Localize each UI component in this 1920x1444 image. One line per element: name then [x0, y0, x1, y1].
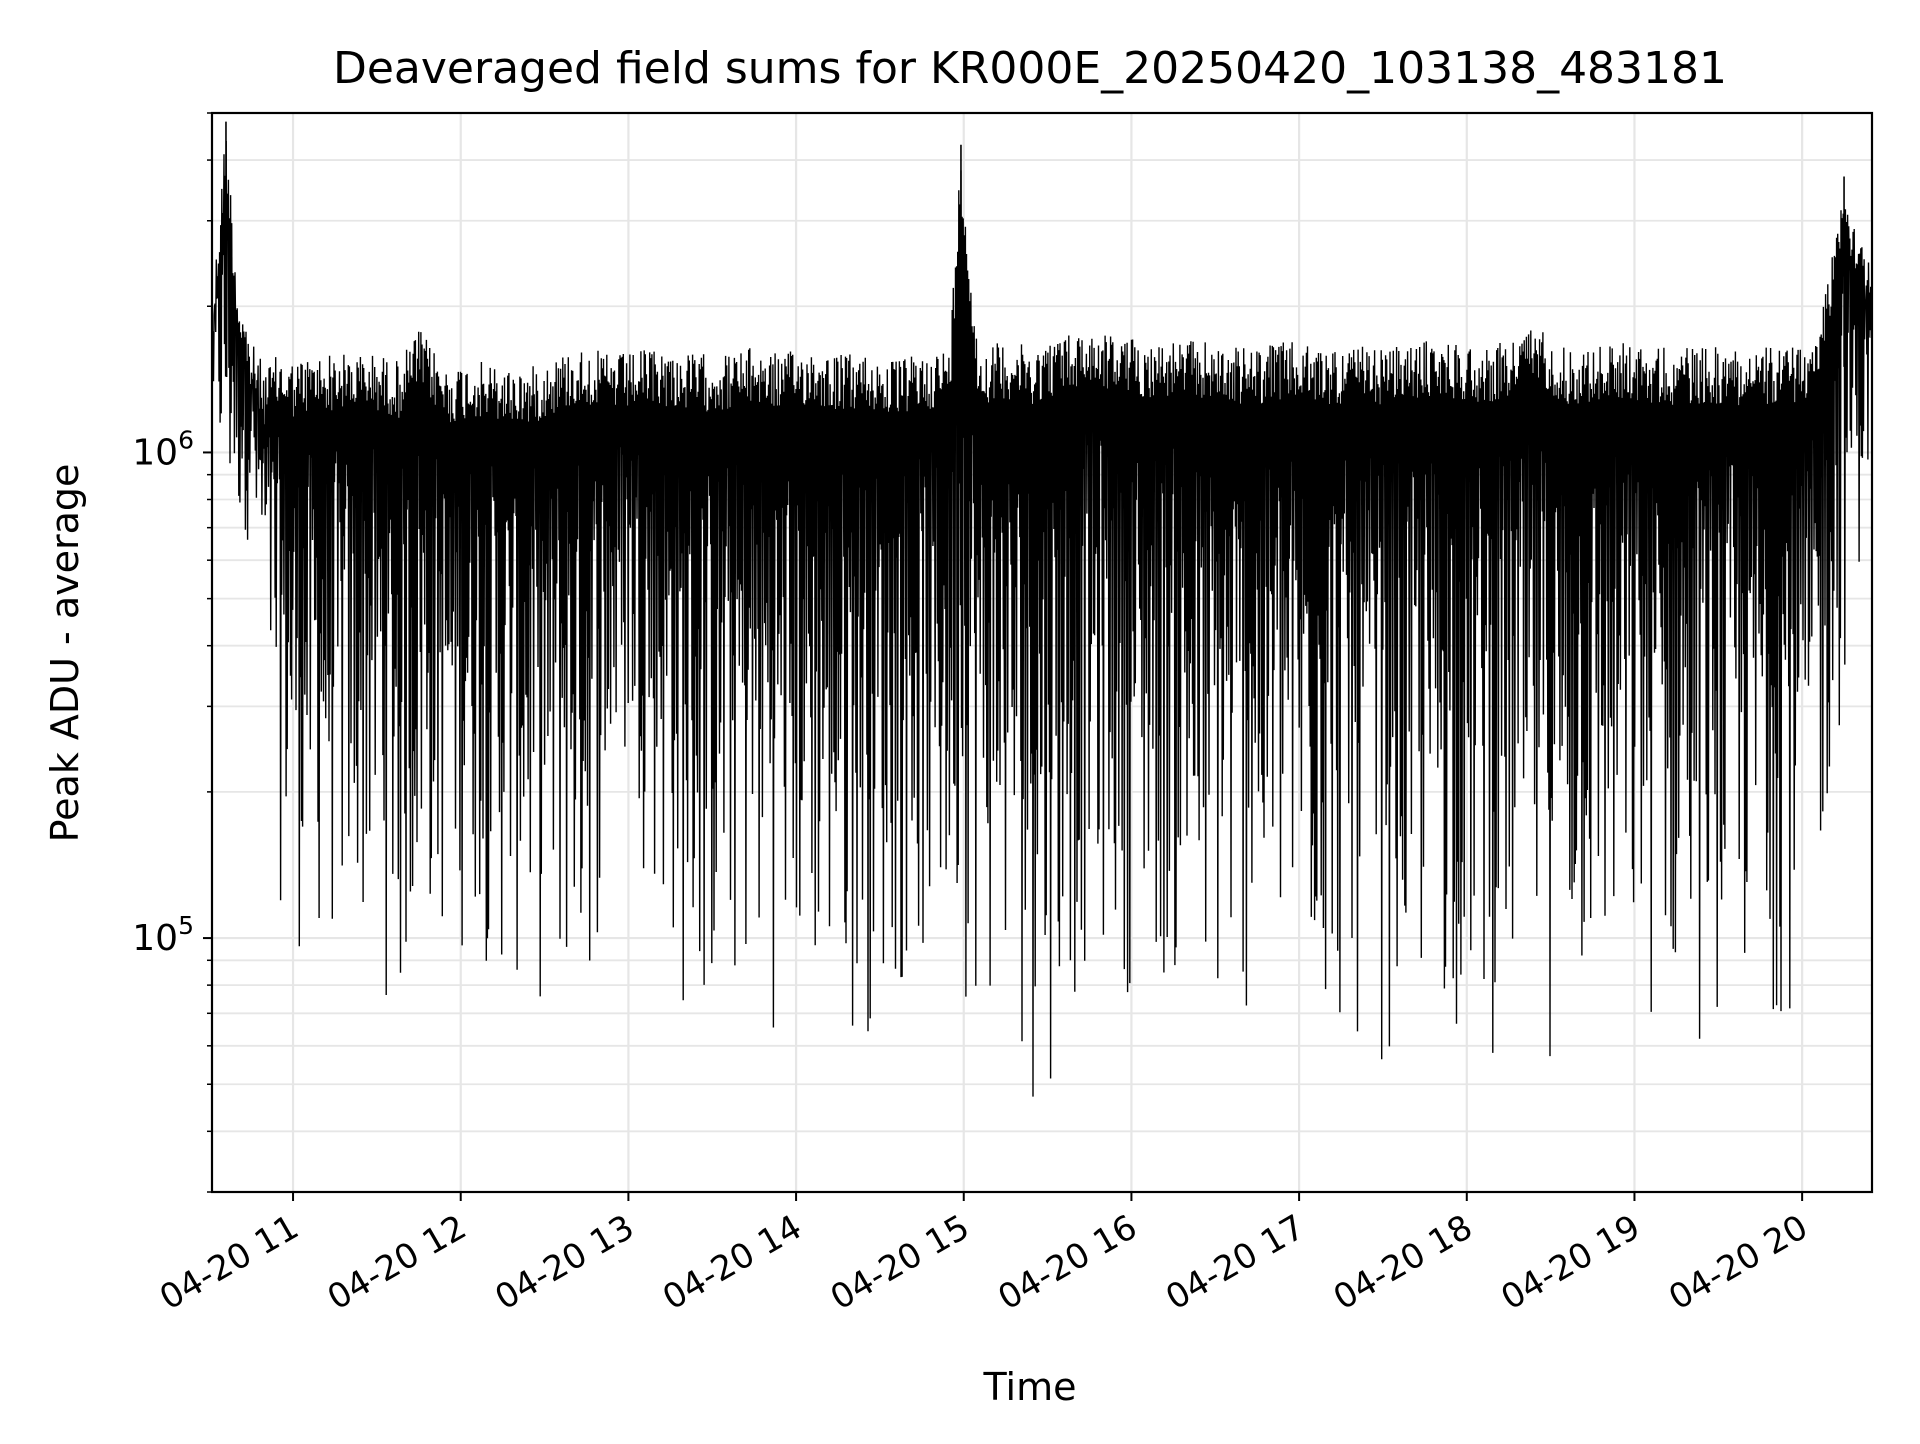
y-axis-label: Peak ADU - average [43, 464, 87, 843]
data-series [212, 121, 1872, 1097]
plot-frame [210, 111, 1874, 1194]
y-tick-label: 106 [132, 425, 194, 473]
x-axis-label: Time [983, 1365, 1077, 1409]
y-tick-label: 105 [132, 911, 194, 959]
chart-title: Deaveraged field sums for KR000E_2025042… [333, 43, 1727, 94]
series-line [212, 140, 1872, 1097]
